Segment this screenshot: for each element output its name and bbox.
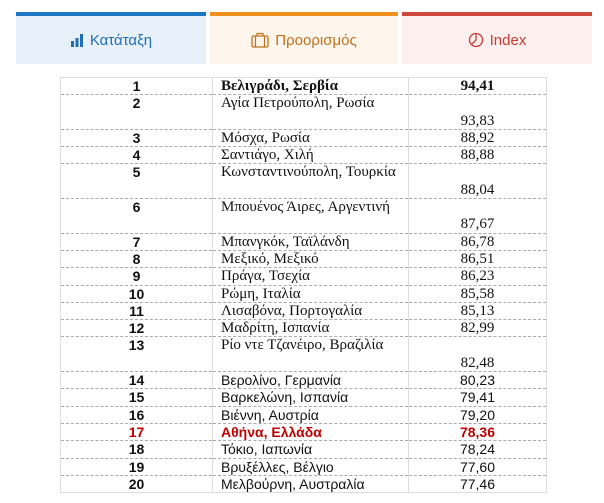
index-cell: 80,23 [408, 371, 547, 390]
destination-cell: Μπουένος Άιρες, Αργεντινή [212, 198, 409, 234]
rank-cell: 20 [60, 475, 213, 494]
table-row: 2 Αγία Πετρούπολη, Ρωσία 93,83 [60, 94, 547, 130]
destination-cell: Μελβούρνη, Αυστραλία [212, 475, 409, 494]
index-cell: 93,83 [408, 94, 547, 130]
table-row: 4 Σαντιάγο, Χιλή 88,88 [60, 146, 547, 165]
destination-cell: Βρυξέλλες, Βέλγιο [212, 458, 409, 476]
index-cell: 94,41 [408, 77, 547, 96]
table-row: 18 Τόκιο, Ιαπωνία 78,24 [60, 440, 547, 459]
table-row: 14 Βερολίνο, Γερμανία 80,23 [60, 371, 547, 390]
rank-cell: 15 [60, 388, 213, 407]
index-cell: 86,51 [408, 250, 547, 269]
tab-label: Προορισμός [275, 31, 357, 49]
rank-cell: 9 [60, 267, 213, 286]
index-cell: 85,58 [408, 285, 547, 303]
ranking-table: 1 Βελιγράδι, Σερβία 94,41 2 Αγία Πετρούπολη,… [60, 77, 547, 494]
destination-cell: Μαδρίτη, Ισπανία [212, 319, 409, 338]
table-row: 10 Ρώμη, Ιταλία 85,58 [60, 285, 547, 303]
destination-cell: Σαντιάγο, Χιλή [212, 146, 409, 165]
index-cell: 77,60 [408, 458, 547, 476]
index-cell: 82,48 [408, 336, 547, 373]
destination-cell: Ρώμη, Ιταλία [212, 285, 409, 303]
table-row: 15 Βαρκελώνη, Ισπανία 79,41 [60, 388, 547, 407]
index-cell: 85,13 [408, 302, 547, 321]
rank-cell: 10 [60, 285, 213, 303]
destination-cell: Αθήνα, Ελλάδα [212, 423, 409, 442]
rank-cell: 12 [60, 319, 213, 338]
index-cell: 86,23 [408, 267, 547, 286]
index-cell: 78,24 [408, 440, 547, 459]
tab-label: Index [489, 31, 527, 49]
bar-chart-icon [70, 33, 83, 47]
table-row: 12 Μαδρίτη, Ισπανία 82,99 [60, 319, 547, 338]
table-row: 6 Μπουένος Άιρες, Αργεντινή 87,67 [60, 198, 547, 234]
destination-cell: Μόσχα, Ρωσία [212, 129, 409, 148]
rank-cell: 13 [60, 336, 213, 373]
destination-cell: Μεξικό, Μεξικό [212, 250, 409, 269]
table-row: 20 Μελβούρνη, Αυστραλία 77,46 [60, 475, 547, 494]
index-cell: 82,99 [408, 319, 547, 338]
pie-chart-icon [468, 32, 483, 48]
rank-cell: 4 [60, 146, 213, 165]
tab-ranking[interactable]: Κατάταξη [16, 12, 206, 64]
destination-cell: Βαρκελώνη, Ισπανία [212, 388, 409, 407]
tab-index[interactable]: Index [402, 12, 592, 64]
rank-cell: 18 [60, 440, 213, 459]
destination-cell: Κωνσταντινούπολη, Τουρκία [212, 163, 409, 200]
destination-cell: Βιέννη, Αυστρία [212, 406, 409, 424]
index-cell: 88,04 [408, 163, 547, 200]
destination-cell: Ρίο ντε Τζανέιρο, Βραζιλία [212, 336, 409, 373]
table-row: 1 Βελιγράδι, Σερβία 94,41 [60, 77, 547, 96]
table-row: 7 Μπανγκόκ, Ταϊλάνδη 86,78 [60, 233, 547, 251]
suitcase-icon [251, 32, 269, 48]
rank-cell: 6 [60, 198, 213, 234]
rank-cell: 17 [60, 423, 213, 442]
index-cell: 78,36 [408, 423, 547, 442]
rank-cell: 14 [60, 371, 213, 390]
index-cell: 88,88 [408, 146, 547, 165]
destination-cell: Τόκιο, Ιαπωνία [212, 440, 409, 459]
table-row: 9 Πράγα, Τσεχία 86,23 [60, 267, 547, 286]
destination-cell: Βελιγράδι, Σερβία [212, 77, 409, 96]
destination-cell: Αγία Πετρούπολη, Ρωσία [212, 94, 409, 130]
index-cell: 77,46 [408, 475, 547, 494]
table-row: 17 Αθήνα, Ελλάδα 78,36 [60, 423, 547, 442]
table-row: 13 Ρίο ντε Τζανέιρο, Βραζιλία 82,48 [60, 336, 547, 373]
table-row: 11 Λισαβόνα, Πορτογαλία 85,13 [60, 302, 547, 321]
table-row: 3 Μόσχα, Ρωσία 88,92 [60, 129, 547, 148]
index-cell: 79,41 [408, 388, 547, 407]
table-row: 5 Κωνσταντινούπολη, Τουρκία 88,04 [60, 163, 547, 200]
index-cell: 79,20 [408, 406, 547, 424]
table-row: 8 Μεξικό, Μεξικό 86,51 [60, 250, 547, 269]
rank-cell: 11 [60, 302, 213, 321]
rank-cell: 1 [60, 77, 213, 96]
rank-cell: 3 [60, 129, 213, 148]
rank-cell: 16 [60, 406, 213, 424]
index-cell: 87,67 [408, 198, 547, 234]
table-row: 19 Βρυξέλλες, Βέλγιο 77,60 [60, 458, 547, 476]
index-cell: 88,92 [408, 129, 547, 148]
destination-cell: Πράγα, Τσεχία [212, 267, 409, 286]
destination-cell: Μπανγκόκ, Ταϊλάνδη [212, 233, 409, 251]
rank-cell: 19 [60, 458, 213, 476]
tab-label: Κατάταξη [89, 31, 153, 49]
rank-cell: 2 [60, 94, 213, 130]
rank-cell: 8 [60, 250, 213, 269]
destination-cell: Βερολίνο, Γερμανία [212, 371, 409, 390]
index-cell: 86,78 [408, 233, 547, 251]
table-row: 16 Βιέννη, Αυστρία 79,20 [60, 406, 547, 424]
tab-destination[interactable]: Προορισμός [210, 12, 398, 64]
rank-cell: 5 [60, 163, 213, 200]
rank-cell: 7 [60, 233, 213, 251]
destination-cell: Λισαβόνα, Πορτογαλία [212, 302, 409, 321]
